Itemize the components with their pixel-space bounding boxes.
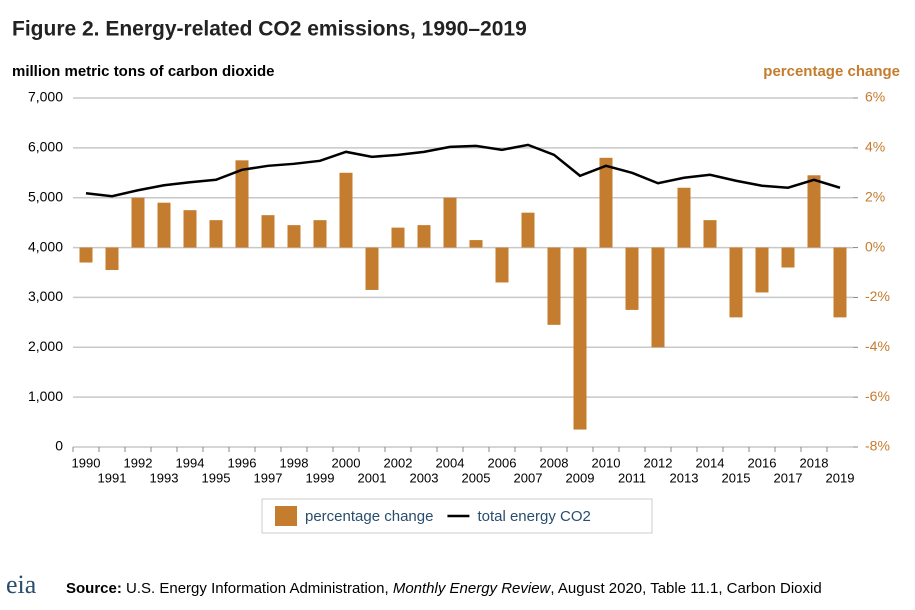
y-axis-label: million metric tons of carbon dioxide [12, 63, 275, 80]
bar [105, 247, 119, 271]
x-tick-label: 2019 [826, 470, 855, 485]
source: Source: U.S. Energy Information Administ… [66, 580, 822, 597]
x-tick-label: 1997 [254, 470, 283, 485]
logo: eia [6, 570, 37, 599]
x-tick-label: 2011 [618, 470, 646, 485]
x-tick-label: 1993 [150, 470, 179, 485]
bar [703, 220, 717, 248]
y-tick-label: 2,000 [28, 338, 63, 354]
y2-tick-label: -4% [865, 338, 890, 354]
y-tick-label: 3,000 [28, 288, 63, 304]
y2-tick-label: 4% [865, 139, 885, 155]
x-tick-label: 2012 [644, 455, 673, 470]
legend-box [261, 498, 653, 534]
x-tick-label: 2001 [358, 470, 387, 485]
y-tick-label: 7,000 [28, 89, 63, 105]
x-tick-label: 2009 [566, 470, 595, 485]
x-tick-label: 1998 [280, 455, 309, 470]
x-tick-label: 2018 [800, 455, 829, 470]
x-tick-label: 1999 [306, 470, 335, 485]
x-tick-label: 2015 [722, 470, 751, 485]
x-tick-label: 2008 [540, 455, 569, 470]
bar [729, 247, 743, 318]
bar [547, 247, 561, 325]
x-tick-label: 1996 [228, 455, 257, 470]
bar [261, 215, 275, 248]
y-tick-label: 4,000 [28, 238, 63, 254]
source-text: U.S. Energy Information Administration, [126, 580, 393, 597]
bar [417, 225, 431, 248]
x-tick-label: 1990 [72, 455, 101, 470]
source-text: , August 2020, Table 11.1, Carbon Dioxid [550, 580, 821, 597]
x-tick-label: 2017 [774, 470, 803, 485]
chart-title: Figure 2. Energy-related CO2 emissions, … [12, 18, 527, 41]
x-tick-label: 2006 [488, 455, 517, 470]
y-tick-label: 1,000 [28, 388, 63, 404]
legend-swatch [275, 506, 297, 526]
legend-label: percentage change [305, 508, 433, 525]
bar [755, 247, 769, 293]
bar [495, 247, 509, 283]
bar [313, 220, 327, 248]
bar [235, 160, 249, 248]
bar [391, 227, 405, 248]
y2-axis-label: percentage change [763, 63, 900, 80]
x-tick-label: 2013 [670, 470, 699, 485]
y2-tick-label: -8% [865, 438, 890, 454]
bar [157, 202, 171, 248]
line [85, 143, 841, 198]
bar [651, 247, 665, 348]
bar [209, 220, 223, 248]
x-tick-label: 2014 [696, 455, 725, 470]
y2-tick-label: 0% [865, 238, 885, 254]
bar [443, 197, 457, 248]
y2-tick-label: -6% [865, 388, 890, 404]
bar [599, 157, 613, 248]
bar [183, 210, 197, 248]
x-tick-label: 1991 [98, 470, 127, 485]
x-tick-label: 2000 [332, 455, 361, 470]
x-tick-label: 2003 [410, 470, 439, 485]
bar [339, 172, 353, 248]
x-tick-label: 2004 [436, 455, 465, 470]
y2-tick-label: -2% [865, 288, 890, 304]
x-tick-label: 2007 [514, 470, 543, 485]
x-tick-label: 2010 [592, 455, 621, 470]
bar [833, 247, 847, 318]
source-label: Source: [66, 580, 122, 597]
x-tick-label: 1994 [176, 455, 205, 470]
bar [131, 197, 145, 248]
bar [287, 225, 301, 248]
x-tick-label: 2002 [384, 455, 413, 470]
bar [677, 187, 691, 248]
source-italic: Monthly Energy Review [393, 580, 552, 597]
bar [365, 247, 379, 290]
bar [521, 212, 535, 248]
x-tick-label: 2016 [748, 455, 777, 470]
y-tick-label: 0 [55, 438, 63, 454]
bar [625, 247, 639, 310]
x-tick-label: 1992 [124, 455, 153, 470]
bar [781, 247, 795, 268]
bar [573, 247, 587, 430]
y-tick-label: 6,000 [28, 139, 63, 155]
y2-tick-label: 2% [865, 188, 885, 204]
legend-label: total energy CO2 [477, 508, 590, 525]
y2-tick-label: 6% [865, 89, 885, 105]
x-tick-label: 2005 [462, 470, 491, 485]
bar [807, 175, 821, 248]
bar [469, 240, 483, 248]
y-tick-label: 5,000 [28, 188, 63, 204]
x-tick-label: 1995 [202, 470, 231, 485]
bar [79, 247, 93, 263]
